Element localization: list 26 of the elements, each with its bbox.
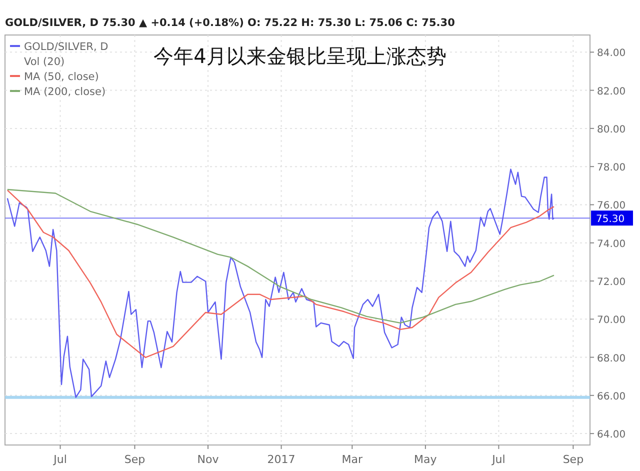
x-tick-label: May [414, 453, 438, 466]
y-tick-label: 76.00 [597, 200, 626, 212]
y-tick-label: 72.00 [597, 277, 626, 288]
y-tick-label: 80.00 [597, 124, 626, 136]
legend-label: MA (50, close) [24, 71, 99, 83]
legend-label: MA (200, close) [24, 86, 106, 98]
x-tick-label: 2017 [267, 453, 296, 466]
ref-line-label: 75.30 [596, 214, 625, 226]
subtitle: GOLD/SILVER, D 75.30 ▲ +0.14 (+0.18%) O: 75.22 H: 75.30 L: 75.06 C: 75.30 [5, 17, 455, 29]
x-tick-label: Jul [491, 453, 506, 466]
title: 今年4月以来金银比呈现上涨态势 [154, 44, 446, 68]
legend-label: GOLD/SILVER, D [24, 41, 108, 53]
y-tick-label: 78.00 [597, 162, 626, 174]
y-tick-label: 84.00 [597, 48, 626, 60]
y-tick-label: 70.00 [597, 315, 626, 326]
y-tick-label: 66.00 [597, 391, 626, 402]
y-tick-label: 74.00 [597, 238, 626, 250]
annotation: Vol (20) [24, 56, 65, 68]
x-tick-label: Sep [124, 453, 146, 466]
x-tick-label: Nov [197, 453, 220, 466]
x-tick-label: Sep [562, 453, 584, 466]
x-tick-label: Mar [342, 453, 364, 466]
y-tick-label: 68.00 [597, 353, 626, 364]
x-tick-label: Jul [52, 453, 67, 466]
y-tick-label: 64.00 [597, 430, 626, 441]
y-tick-label: 82.00 [597, 86, 626, 98]
